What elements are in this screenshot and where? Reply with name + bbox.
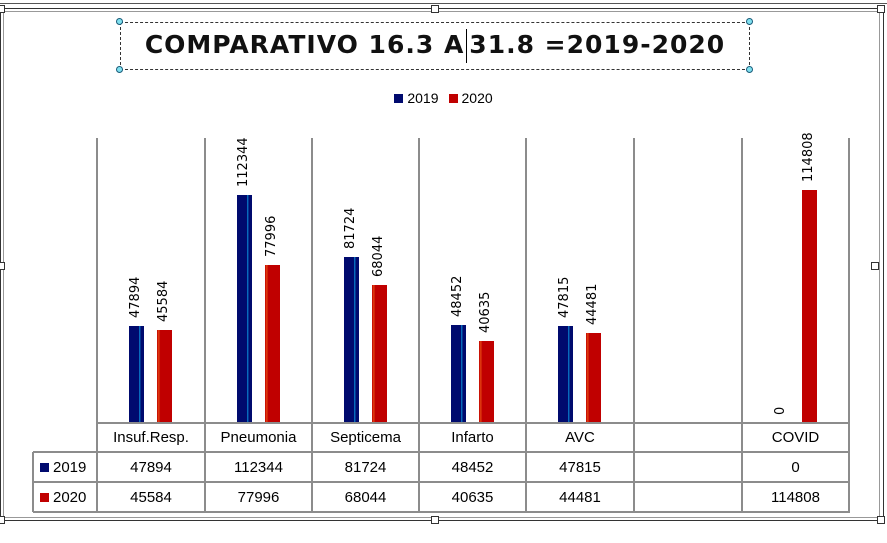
table-grid-line bbox=[32, 452, 34, 512]
chart-title[interactable]: COMPARATIVO 16.3 A 31.8 =2019-2020 bbox=[145, 29, 725, 63]
table-cell: 45584 bbox=[130, 488, 172, 506]
category-gridline bbox=[96, 138, 98, 423]
bar-2020[interactable] bbox=[265, 265, 280, 423]
data-label-2019: 47894 bbox=[128, 276, 143, 318]
table-header-cell: Pneumonia bbox=[220, 429, 297, 446]
resize-handle-top[interactable] bbox=[431, 5, 439, 13]
category-gridline bbox=[418, 138, 420, 423]
bar-2020[interactable] bbox=[586, 333, 601, 423]
table-cell: 114808 bbox=[771, 488, 820, 506]
table-cell: 48452 bbox=[451, 458, 494, 476]
table-row-label-2020: 2020 bbox=[33, 482, 97, 512]
table-grid-line bbox=[311, 423, 313, 512]
data-label-2020: 114808 bbox=[801, 132, 816, 182]
table-grid-line bbox=[741, 423, 743, 512]
title-handle-bottom-right[interactable] bbox=[746, 66, 753, 73]
resize-handle-top-right[interactable] bbox=[877, 5, 885, 13]
top-border-line bbox=[0, 3, 887, 4]
table-grid-line bbox=[96, 423, 98, 512]
table-grid-line bbox=[204, 423, 206, 512]
table-grid-line bbox=[633, 423, 635, 512]
legend-key-2020 bbox=[40, 492, 49, 502]
bar-2019[interactable] bbox=[344, 257, 359, 423]
data-label-2020: 44481 bbox=[585, 283, 600, 325]
category-gridline bbox=[311, 138, 313, 423]
data-label-2020: 77996 bbox=[264, 215, 279, 257]
table-grid-line bbox=[848, 423, 850, 512]
table-cell: 47894 bbox=[130, 458, 172, 476]
category-gridline bbox=[633, 138, 635, 423]
legend-swatch-2020 bbox=[448, 93, 458, 103]
row-label-text: 2019 bbox=[53, 458, 87, 476]
table-cell: 112344 bbox=[234, 458, 283, 476]
bar-2020[interactable] bbox=[372, 285, 387, 423]
table-grid-line bbox=[33, 451, 850, 453]
resize-handle-bottom[interactable] bbox=[431, 516, 439, 524]
table-header-cell: Infarto bbox=[451, 429, 494, 446]
table-cell bbox=[634, 452, 742, 482]
data-label-2020: 45584 bbox=[156, 280, 171, 322]
table-grid-line bbox=[418, 423, 420, 512]
table-header-cell: Insuf.Resp. bbox=[113, 429, 189, 446]
data-label-2020: 68044 bbox=[371, 235, 386, 277]
table-cell: 81724 bbox=[344, 458, 387, 476]
table-header-cell: Septicema bbox=[330, 429, 401, 446]
data-label-2019: 48452 bbox=[450, 275, 465, 317]
bar-2019[interactable] bbox=[451, 325, 466, 423]
table-row-label-2019: 2019 bbox=[33, 452, 97, 482]
title-text-part-1: COMPARATIVO 16.3 A bbox=[144, 30, 465, 59]
bar-2020[interactable] bbox=[157, 330, 172, 423]
chart-legend[interactable]: 2019 2020 bbox=[0, 90, 887, 106]
data-label-2019: 112344 bbox=[236, 137, 251, 187]
table-cell bbox=[634, 482, 742, 512]
table-header-cell: COVID bbox=[771, 429, 820, 446]
legend-label-2020: 2020 bbox=[461, 90, 493, 106]
table-grid-line bbox=[33, 511, 850, 513]
legend-swatch-2019 bbox=[394, 93, 404, 103]
resize-handle-bottom-right[interactable] bbox=[877, 516, 885, 524]
table-grid-line bbox=[97, 422, 850, 424]
title-text-part-2: 31.8 =2019-2020 bbox=[469, 30, 726, 59]
table-header-cell: AVC bbox=[565, 429, 595, 446]
legend-label-2019: 2019 bbox=[407, 90, 439, 106]
table-cell: 44481 bbox=[559, 488, 601, 506]
resize-handle-left[interactable] bbox=[0, 262, 5, 270]
bar-2020[interactable] bbox=[479, 341, 494, 423]
data-label-2019: 0 bbox=[773, 406, 788, 415]
table-cell: 68044 bbox=[344, 488, 387, 506]
data-label-2019: 47815 bbox=[557, 276, 572, 318]
bar-2020[interactable] bbox=[802, 190, 817, 423]
title-handle-bottom-left[interactable] bbox=[116, 66, 123, 73]
category-gridline bbox=[525, 138, 527, 423]
table-cell: 77996 bbox=[237, 488, 280, 506]
resize-handle-bottom-left[interactable] bbox=[0, 516, 5, 524]
table-header-cell bbox=[634, 423, 742, 452]
table-cell: 47815 bbox=[559, 458, 601, 476]
title-handle-top-right[interactable] bbox=[746, 18, 753, 25]
data-label-2020: 40635 bbox=[478, 291, 493, 333]
category-gridline bbox=[741, 138, 743, 423]
title-handle-top-left[interactable] bbox=[116, 18, 123, 25]
chart-title-box[interactable]: COMPARATIVO 16.3 A 31.8 =2019-2020 bbox=[120, 22, 750, 70]
table-cell: 40635 bbox=[451, 488, 494, 506]
table-grid-line bbox=[33, 481, 850, 483]
legend-key-2019 bbox=[40, 462, 49, 472]
resize-handle-right[interactable] bbox=[871, 262, 879, 270]
category-gridline bbox=[204, 138, 206, 423]
table-cell: 0 bbox=[791, 458, 800, 476]
data-label-2019: 81724 bbox=[343, 207, 358, 249]
legend-item-2019[interactable]: 2019 bbox=[394, 90, 439, 106]
bar-2019[interactable] bbox=[558, 326, 573, 423]
text-cursor bbox=[466, 29, 468, 63]
row-label-text: 2020 bbox=[53, 488, 87, 506]
resize-handle-top-left[interactable] bbox=[0, 5, 5, 13]
table-grid-line bbox=[525, 423, 527, 512]
legend-item-2020[interactable]: 2020 bbox=[448, 90, 493, 106]
bar-2019[interactable] bbox=[237, 195, 252, 423]
category-gridline bbox=[848, 138, 850, 423]
bar-2019[interactable] bbox=[129, 326, 144, 423]
